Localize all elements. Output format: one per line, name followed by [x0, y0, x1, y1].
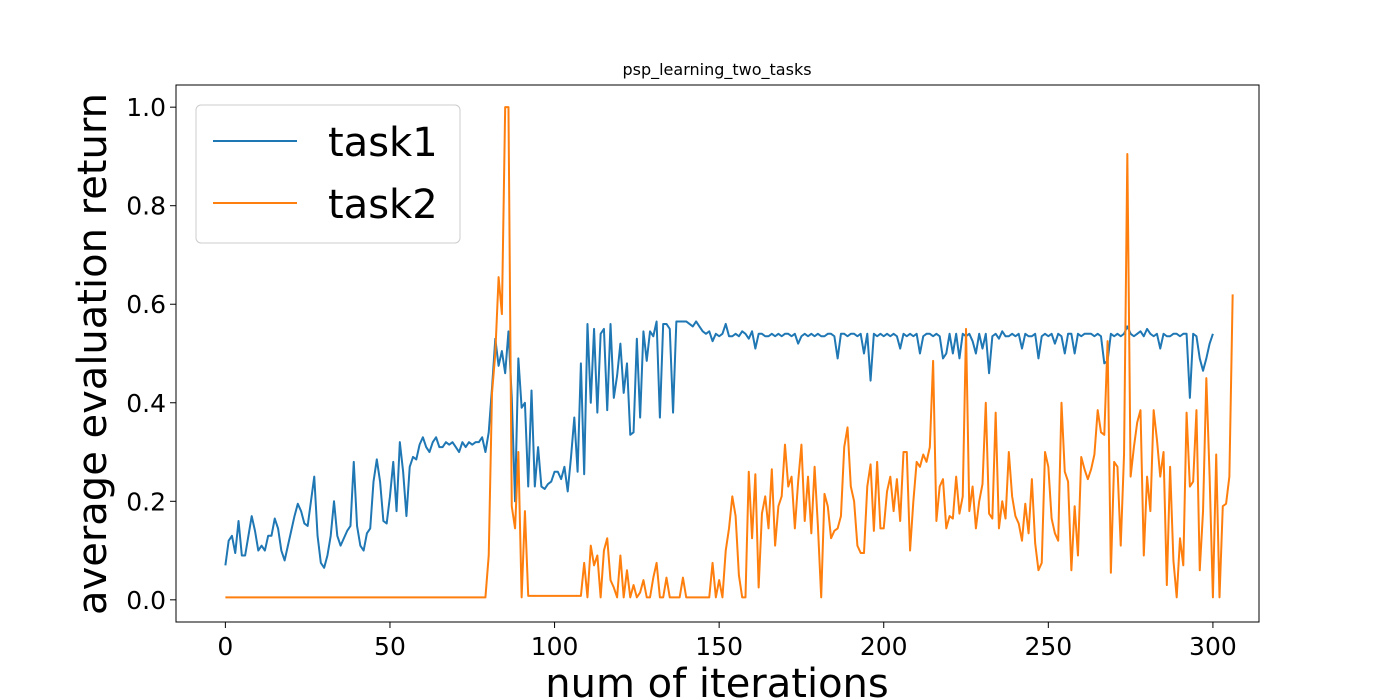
x-tick-label: 0: [217, 632, 233, 661]
x-tick-label: 150: [695, 632, 743, 661]
x-tick-label: 50: [374, 632, 406, 661]
legend: task1 task2: [195, 104, 461, 244]
legend-box: [195, 104, 461, 244]
chart-title: psp_learning_two_tasks: [622, 60, 811, 80]
y-tick-label: 0.0: [126, 586, 166, 615]
y-tick-label: 0.2: [126, 487, 166, 516]
y-axis-label: average evaluation return: [70, 93, 116, 615]
y-tick-label: 0.8: [126, 192, 166, 221]
plot-frame: [175, 84, 1260, 623]
y-tick-label: 0.4: [126, 389, 166, 418]
series-line-task2: [225, 106, 1234, 599]
x-axis-label: num of iterations: [545, 661, 888, 700]
y-axis-ticks: 0.0 0.2 0.4 0.6 0.8 1.0: [126, 93, 176, 615]
y-tick-label: 0.6: [126, 290, 166, 319]
x-tick-label: 300: [1189, 632, 1237, 661]
series-layer: [224, 106, 1234, 599]
x-axis-ticks: 0 50 100 150 200 250 300: [217, 622, 1237, 661]
y-tick-label: 1.0: [126, 93, 166, 122]
x-tick-label: 100: [531, 632, 579, 661]
x-tick-label: 200: [860, 632, 908, 661]
x-tick-label: 250: [1024, 632, 1072, 661]
series-line-task1: [224, 320, 1214, 569]
legend-label-task2: task2: [328, 182, 438, 228]
legend-label-task1: task1: [328, 120, 438, 166]
